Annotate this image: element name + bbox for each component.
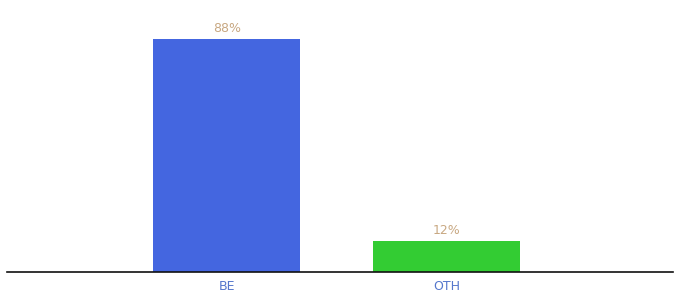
Text: 88%: 88% [213, 22, 241, 35]
Text: 12%: 12% [432, 224, 460, 237]
Bar [154, 39, 300, 272]
Bar [373, 241, 520, 272]
